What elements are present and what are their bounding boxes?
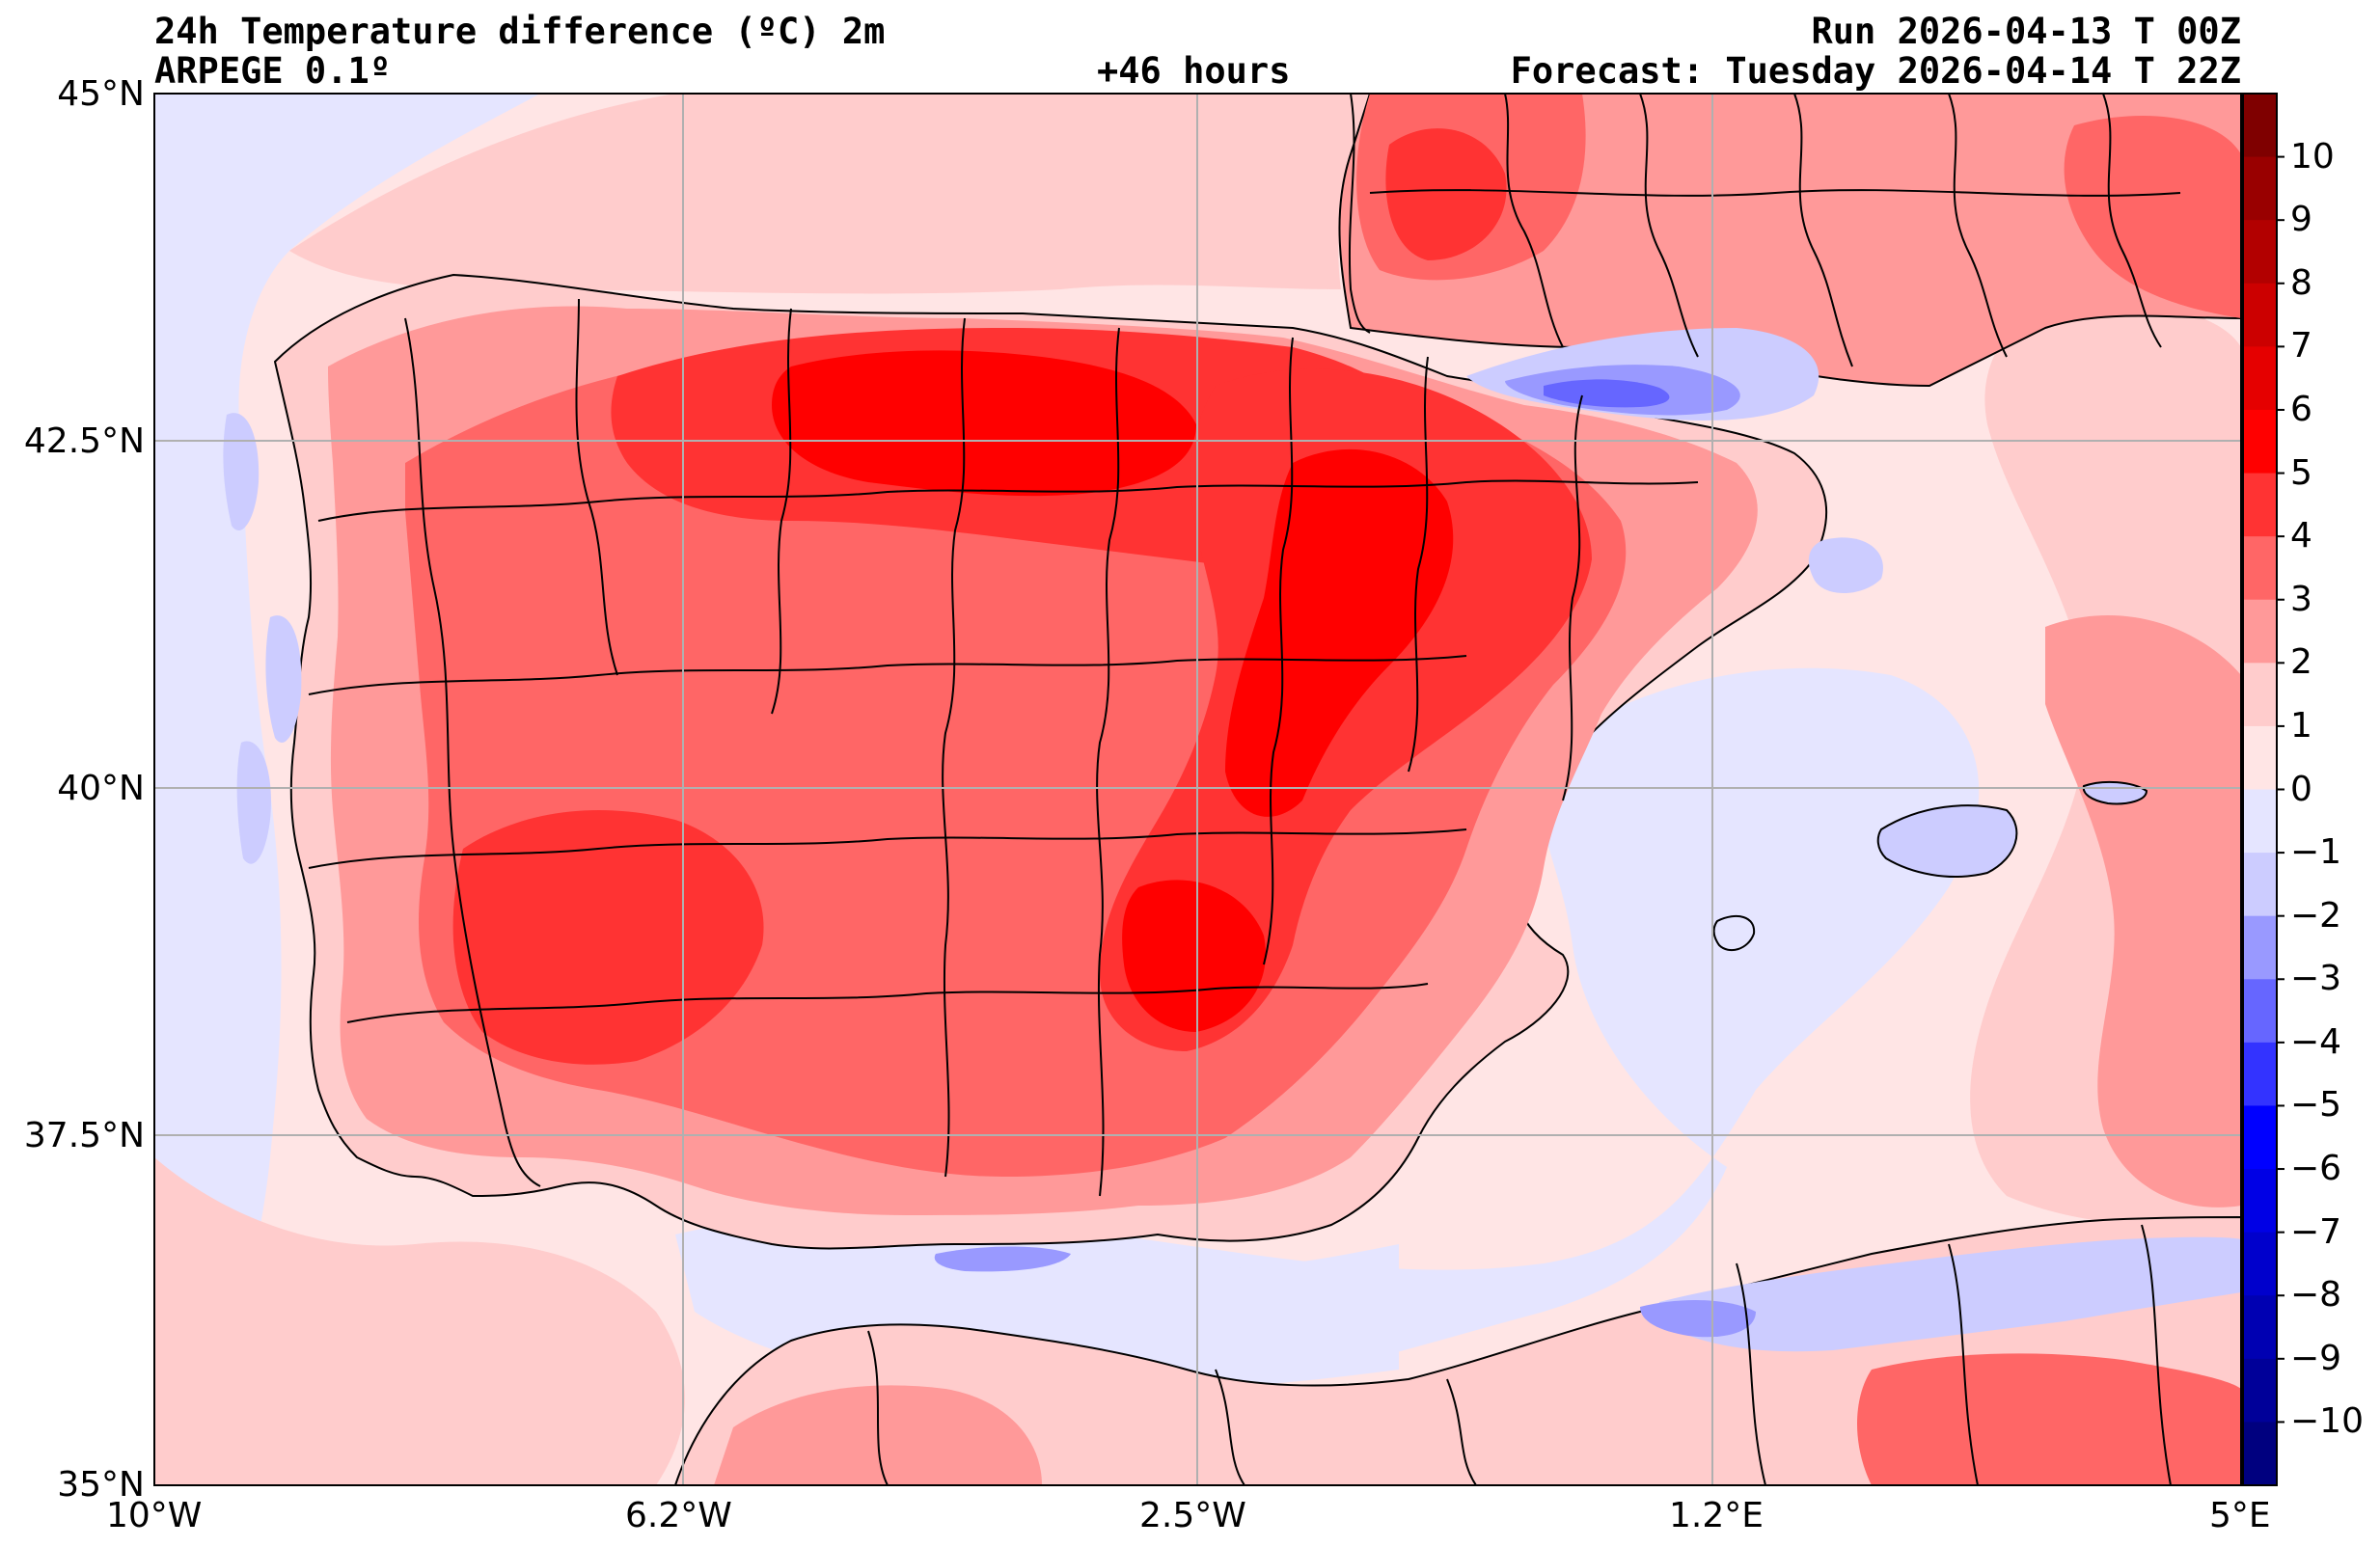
- colorbar-swatch: [2243, 346, 2277, 411]
- colorbar-swatch: [2243, 283, 2277, 347]
- lon-label-5e: 5°E: [2209, 1496, 2271, 1535]
- colorbar-swatch: [2243, 789, 2277, 854]
- colorbar: [2242, 93, 2284, 1486]
- forecast-lead-time: +46 hours: [1097, 50, 1291, 92]
- colorbar-swatch: [2243, 1358, 2277, 1423]
- colorbar-swatch: [2243, 979, 2277, 1044]
- bay-of-biscay-warm: [289, 94, 1370, 294]
- portugal-offshore-cool-1: [223, 413, 260, 530]
- colorbar-label: 4: [2290, 516, 2312, 556]
- iberia-warm-5-north: [772, 350, 1196, 497]
- lon-label-1-2e: 1.2°E: [1669, 1496, 1764, 1535]
- colorbar-label: 5: [2290, 452, 2312, 493]
- mallorca-island: [1876, 804, 2018, 879]
- portugal-offshore-cool-3: [236, 741, 271, 864]
- map-panel: [154, 94, 2241, 1485]
- colorbar-swatch: [2243, 1105, 2277, 1170]
- colorbar-swatch: [2243, 1169, 2277, 1234]
- colorbar-label: −6: [2290, 1149, 2342, 1189]
- north-africa-cool: [1659, 1236, 2241, 1352]
- iberia-warm-5-east: [1225, 448, 1454, 817]
- colorbar-swatch: [2243, 409, 2277, 475]
- colorbar-swatch: [2243, 599, 2277, 664]
- colorbar-swatch: [2243, 94, 2277, 158]
- north-africa-cool-2: [1640, 1300, 1756, 1338]
- catalonia-coast-cool: [1808, 537, 1883, 593]
- colorbar-swatch: [2243, 915, 2277, 980]
- colorbar-swatch: [2243, 473, 2277, 537]
- iberia-warm-5-south: [1122, 880, 1266, 1032]
- colorbar-label: 0: [2290, 769, 2312, 809]
- ibiza-island: [1712, 914, 1756, 952]
- colorbar-label: −10: [2290, 1401, 2364, 1442]
- southern-warm-band: [154, 1157, 685, 1485]
- lat-label-40n: 40°N: [57, 769, 145, 808]
- colorbar-swatch: [2243, 1232, 2277, 1296]
- portugal-offshore-cool-2: [265, 615, 302, 743]
- lon-label-2-5w: 2.5°W: [1139, 1496, 1246, 1535]
- atlantic-cool-band: [154, 94, 540, 1427]
- colorbar-label: 1: [2290, 705, 2312, 746]
- lat-label-35n: 35°N: [57, 1465, 145, 1505]
- colorbar-label: 9: [2290, 200, 2312, 240]
- colorbar-swatch: [2243, 536, 2277, 601]
- model-name: ARPEGE 0.1º: [154, 50, 392, 92]
- colorbar-label: 2: [2290, 642, 2312, 683]
- lat-label-37-5n: 37.5°N: [23, 1116, 145, 1155]
- colorbar-swatch: [2243, 725, 2277, 790]
- alboran-cool-strip: [934, 1246, 1071, 1272]
- map-frame: [153, 93, 2242, 1486]
- colorbar-label: −1: [2290, 832, 2342, 873]
- colorbar-label: 10: [2290, 136, 2335, 176]
- lon-label-6-2w: 6.2°W: [625, 1496, 732, 1535]
- iberia-warm-4-west: [452, 810, 764, 1065]
- colorbar-label: 7: [2290, 326, 2312, 366]
- colorbar-label: 8: [2290, 262, 2312, 303]
- pyrenees-cool-3: [1544, 379, 1670, 408]
- lon-label-10w: 10°W: [106, 1496, 203, 1535]
- colorbar-swatch: [2243, 1042, 2277, 1106]
- colorbar-swatch: [2243, 663, 2277, 727]
- forecast-valid-time: Forecast: Tuesday 2026-04-14 T 22Z: [1510, 50, 2241, 92]
- colorbar-swatch: [2243, 156, 2277, 221]
- colorbar-label: 6: [2290, 389, 2312, 429]
- colorbar-swatch: [2243, 220, 2277, 285]
- colorbar-label: −3: [2290, 959, 2342, 999]
- mediterranean-cool-area: [820, 667, 1980, 1411]
- colorbar-label: −2: [2290, 895, 2342, 936]
- map-title: 24h Temperature difference (ºC) 2m: [154, 11, 886, 52]
- colorbar-label: −9: [2290, 1338, 2342, 1378]
- colorbar-label: −8: [2290, 1275, 2342, 1316]
- regional-borders: [308, 94, 2181, 1485]
- colorbar-label: 3: [2290, 579, 2312, 619]
- france-warm-4: [1385, 128, 1507, 260]
- gridlines: [154, 94, 2241, 1485]
- run-time: Run 2026-04-13 T 00Z: [1811, 11, 2241, 52]
- lat-label-42-5n: 42.5°N: [23, 421, 145, 461]
- colorbar-label: −7: [2290, 1211, 2342, 1252]
- colorbar-swatch: [2243, 853, 2277, 917]
- colorbar-swatch: [2243, 1295, 2277, 1360]
- colorbar-swatch: [2243, 1422, 2277, 1486]
- far-east-warm: [2045, 615, 2241, 1208]
- colorbar-label: −4: [2290, 1021, 2342, 1062]
- colorbar-label: −5: [2290, 1085, 2342, 1126]
- lat-label-45n: 45°N: [57, 74, 145, 114]
- algeria-warm: [1857, 1353, 2241, 1485]
